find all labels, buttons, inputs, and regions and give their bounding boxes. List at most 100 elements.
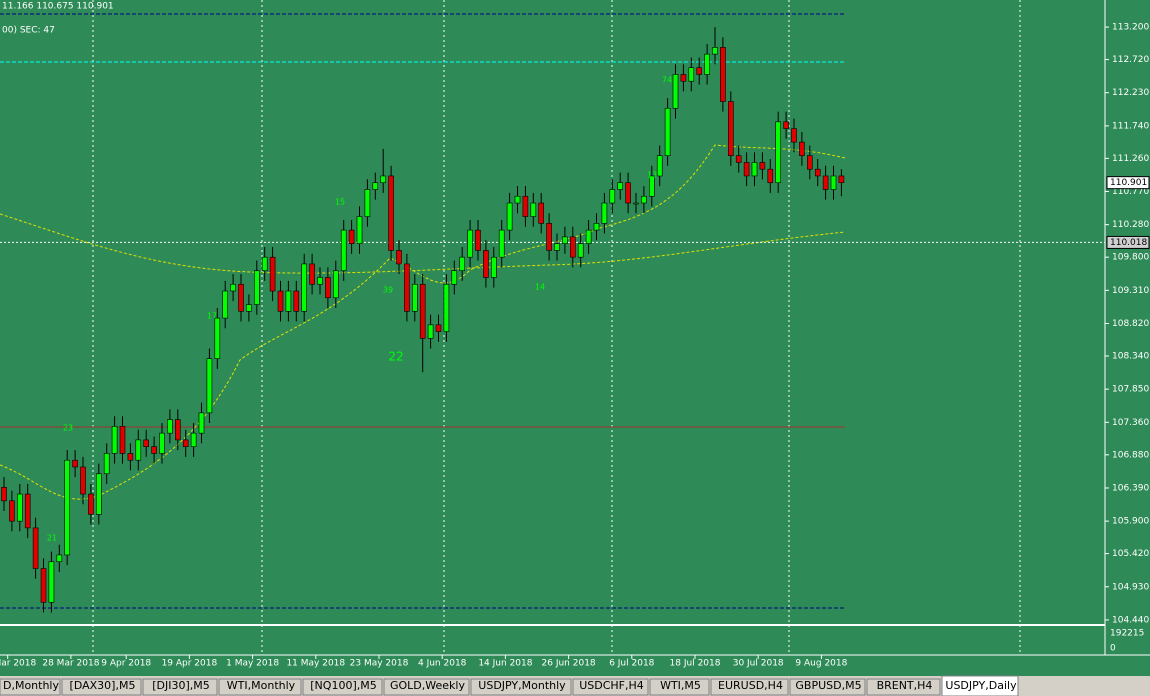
- candle-body: [356, 216, 363, 244]
- tab[interactable]: [383, 678, 470, 696]
- candle-body: [317, 277, 323, 285]
- candle-body: [159, 432, 165, 454]
- candle-body: [48, 561, 55, 603]
- candle-body: [16, 493, 23, 522]
- candle-body: [119, 426, 126, 454]
- candle-body: [214, 317, 221, 359]
- header-ohlc: 11.166 110.675 110.901: [2, 2, 114, 12]
- candle-body: [538, 202, 545, 224]
- candle-body: [806, 155, 813, 170]
- candle-body: [222, 290, 228, 319]
- y-tick-label: 113.200: [1112, 23, 1149, 33]
- candle-body: [530, 202, 537, 217]
- tab[interactable]: [941, 675, 1019, 696]
- x-tick-label: 18 Jul 2018: [670, 659, 721, 669]
- candle-body: [751, 162, 758, 177]
- volume-min: 0: [1110, 644, 1116, 654]
- candle-body: [411, 283, 418, 312]
- y-tick-label: 108.340: [1112, 351, 1149, 361]
- y-tick-label: 108.820: [1112, 319, 1149, 329]
- tab[interactable]: [789, 678, 866, 696]
- annotation: 17: [207, 312, 217, 321]
- candle-body: [64, 459, 70, 556]
- candle-body: [459, 256, 466, 272]
- y-tick-label: 110.770: [1112, 187, 1149, 197]
- tab-label[interactable]: USDJPY,Daily: [945, 679, 1017, 692]
- candle-body: [617, 182, 624, 190]
- y-tick-label: 107.360: [1112, 418, 1149, 428]
- tab-label[interactable]: BRENT,H4: [877, 679, 933, 692]
- tab-label[interactable]: [DJI30],M5: [152, 679, 210, 692]
- annotation: 21: [47, 534, 57, 543]
- candle-body: [822, 175, 829, 190]
- candle-body: [340, 229, 347, 272]
- candle-body: [72, 459, 78, 468]
- candle-body: [167, 419, 173, 434]
- annotation: 14: [535, 283, 545, 292]
- x-tick-label: 14 Jun 2018: [478, 659, 532, 669]
- tab[interactable]: [470, 678, 572, 696]
- y-tick-label: 105.900: [1112, 517, 1149, 527]
- candle-body: [40, 568, 47, 603]
- y-tick-label: 104.440: [1112, 615, 1149, 625]
- candle-body: [96, 473, 102, 515]
- tab-label[interactable]: GOLD,Weekly: [390, 679, 465, 692]
- candle-body: [277, 290, 284, 312]
- price-label-bg: [1106, 235, 1150, 249]
- candle-body: [727, 101, 734, 156]
- candle-body: [9, 500, 15, 522]
- candle-body: [190, 432, 197, 447]
- candle-body: [783, 121, 789, 129]
- tab-label[interactable]: D,Monthly: [3, 679, 60, 692]
- panel-separator: [0, 624, 1105, 626]
- candle-body: [475, 229, 481, 251]
- candle-body: [206, 358, 213, 414]
- tab-label[interactable]: WTI,M5: [660, 679, 701, 692]
- candle-body: [238, 283, 244, 312]
- candle-body: [648, 175, 655, 197]
- tab-label[interactable]: USDCHF,H4: [579, 679, 644, 692]
- x-tick-label: 19 Apr 2018: [162, 659, 218, 669]
- tab-label[interactable]: WTI,Monthly: [227, 679, 296, 692]
- tab[interactable]: [710, 678, 789, 696]
- price-label: 110.901: [1110, 178, 1147, 188]
- candle-body: [103, 453, 110, 475]
- candle-body: [656, 155, 663, 177]
- candle-body: [720, 47, 726, 102]
- candle-body: [704, 53, 710, 75]
- tab[interactable]: [218, 678, 302, 696]
- candle-body: [404, 263, 410, 312]
- tab[interactable]: [61, 678, 142, 696]
- tab-label[interactable]: [NQ100],M5: [310, 679, 376, 692]
- tab[interactable]: [649, 678, 710, 696]
- x-tick-label: 26 Jun 2018: [542, 659, 596, 669]
- candle-body: [380, 175, 387, 184]
- tab[interactable]: [302, 678, 383, 696]
- candle-body: [593, 223, 600, 231]
- candle-body: [396, 250, 402, 265]
- candle-body: [664, 107, 671, 156]
- tab[interactable]: [0, 678, 61, 696]
- candle-body: [254, 270, 260, 305]
- tab-label[interactable]: GBPUSD,M5: [795, 679, 861, 692]
- candle-body: [712, 47, 718, 55]
- candle-body: [443, 283, 450, 332]
- candle-body: [301, 263, 308, 312]
- y-tick-label: 106.880: [1112, 450, 1149, 460]
- candle-body: [498, 229, 505, 258]
- candle-body: [348, 229, 355, 244]
- candle-body: [577, 243, 584, 258]
- candle-body: [127, 453, 134, 461]
- tab[interactable]: [142, 678, 218, 696]
- tab-label[interactable]: [DAX30],M5: [70, 679, 136, 692]
- candle-body: [364, 189, 371, 217]
- candle-body: [483, 250, 489, 278]
- tab[interactable]: [866, 678, 941, 696]
- candle-body: [735, 155, 742, 163]
- tab-label[interactable]: USDJPY,Monthly: [478, 679, 566, 692]
- tab[interactable]: [572, 678, 649, 696]
- candle-body: [791, 128, 797, 143]
- tab-label[interactable]: EURUSD,H4: [718, 679, 783, 692]
- candle-body: [680, 74, 687, 82]
